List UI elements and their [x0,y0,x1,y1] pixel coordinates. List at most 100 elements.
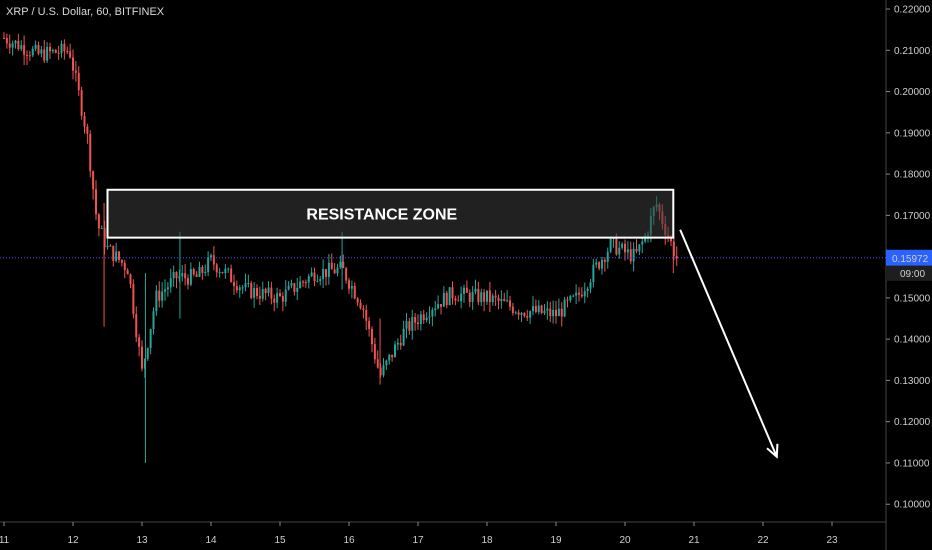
candle-body [350,286,353,289]
candle-body [422,314,425,321]
x-tick-label: 20 [619,535,631,546]
candle-body [388,354,391,361]
candle-body [529,311,532,318]
candle-body [356,298,359,303]
candle-body [293,283,296,292]
candle-body [49,46,51,52]
candle-body [517,312,520,315]
candle-body [28,55,31,57]
y-tick-label: 0.19000 [894,128,931,139]
candle-body [267,287,270,294]
candle-body [382,365,385,376]
candle-body [256,288,258,297]
candle-body [80,90,83,116]
candle-body [34,45,37,49]
candle-body [184,273,187,279]
candle-body [54,49,57,53]
candle-body [598,262,601,269]
candle-body [192,269,195,275]
x-tick-label: 11 [0,535,10,546]
candle-body [281,296,284,302]
candle-body [115,251,118,262]
candle-body [77,72,80,91]
candle-body [569,296,572,301]
candle-body [348,280,350,289]
x-tick-label: 17 [412,535,424,546]
candle-body [603,259,606,262]
candle-body [261,288,264,299]
candle-body [26,54,28,56]
candle-body [189,269,192,285]
candle-body [270,287,273,299]
candle-body [560,308,563,317]
candle-body [195,274,198,277]
candle-body [454,298,457,301]
y-tick-label: 0.22000 [894,5,931,16]
candle-body [408,321,411,331]
candle-body [95,189,97,215]
candle-body [621,243,624,248]
candle-body [391,354,394,358]
candle-body [129,274,132,285]
candle-body [14,40,17,44]
candle-body [284,289,287,302]
candle-body [83,115,86,127]
candle-body [175,272,178,279]
price-label-box [886,249,932,266]
candle-body [417,322,419,324]
candle-body [112,245,115,262]
candle-body [97,214,100,229]
candle-body [601,259,603,269]
candle-body [66,51,69,53]
candle-body [402,328,405,346]
candle-body [327,262,330,277]
candle-body [526,315,529,318]
candle-body [336,267,339,274]
y-tick-label: 0.18000 [894,170,931,181]
candle-body [158,290,161,301]
candle-body [399,342,402,346]
candle-body [215,264,218,273]
candle-body [618,247,621,255]
candle-body [425,317,428,321]
candle-body [92,171,95,190]
candle-body [445,292,448,306]
candle-body [615,237,618,255]
candle-body [511,306,514,313]
candle-body [589,282,592,289]
y-tick-label: 0.20000 [894,87,931,98]
candle-body [583,291,586,297]
candle-body [520,312,523,315]
forecast-arrow-head [766,443,779,459]
candle-body [273,298,276,303]
candle-body [595,262,598,265]
candle-body [503,298,506,301]
candle-body [230,268,233,283]
candle-body [448,287,451,306]
candle-body [106,245,109,248]
candle-body [330,262,333,270]
candle-body [109,245,112,247]
candle-body [310,272,313,277]
candle-body [43,49,46,61]
candle-body [69,51,72,58]
candle-body [586,288,589,292]
candle-body [40,49,43,54]
y-tick-label: 0.14000 [894,335,931,346]
y-tick-label: 0.15000 [894,293,931,304]
candle-body [302,281,304,283]
x-tick-label: 22 [757,535,769,546]
x-tick-label: 14 [205,535,217,546]
candle-body [491,295,494,302]
candle-body [178,276,181,279]
candle-body [149,328,152,349]
x-tick-label: 16 [343,535,355,546]
x-tick-label: 21 [688,535,700,546]
candle-body [629,249,632,262]
candle-body [606,251,609,262]
candle-body [63,43,66,52]
candle-body [641,241,644,245]
candle-body [434,308,437,310]
y-tick-label: 0.21000 [894,46,931,57]
